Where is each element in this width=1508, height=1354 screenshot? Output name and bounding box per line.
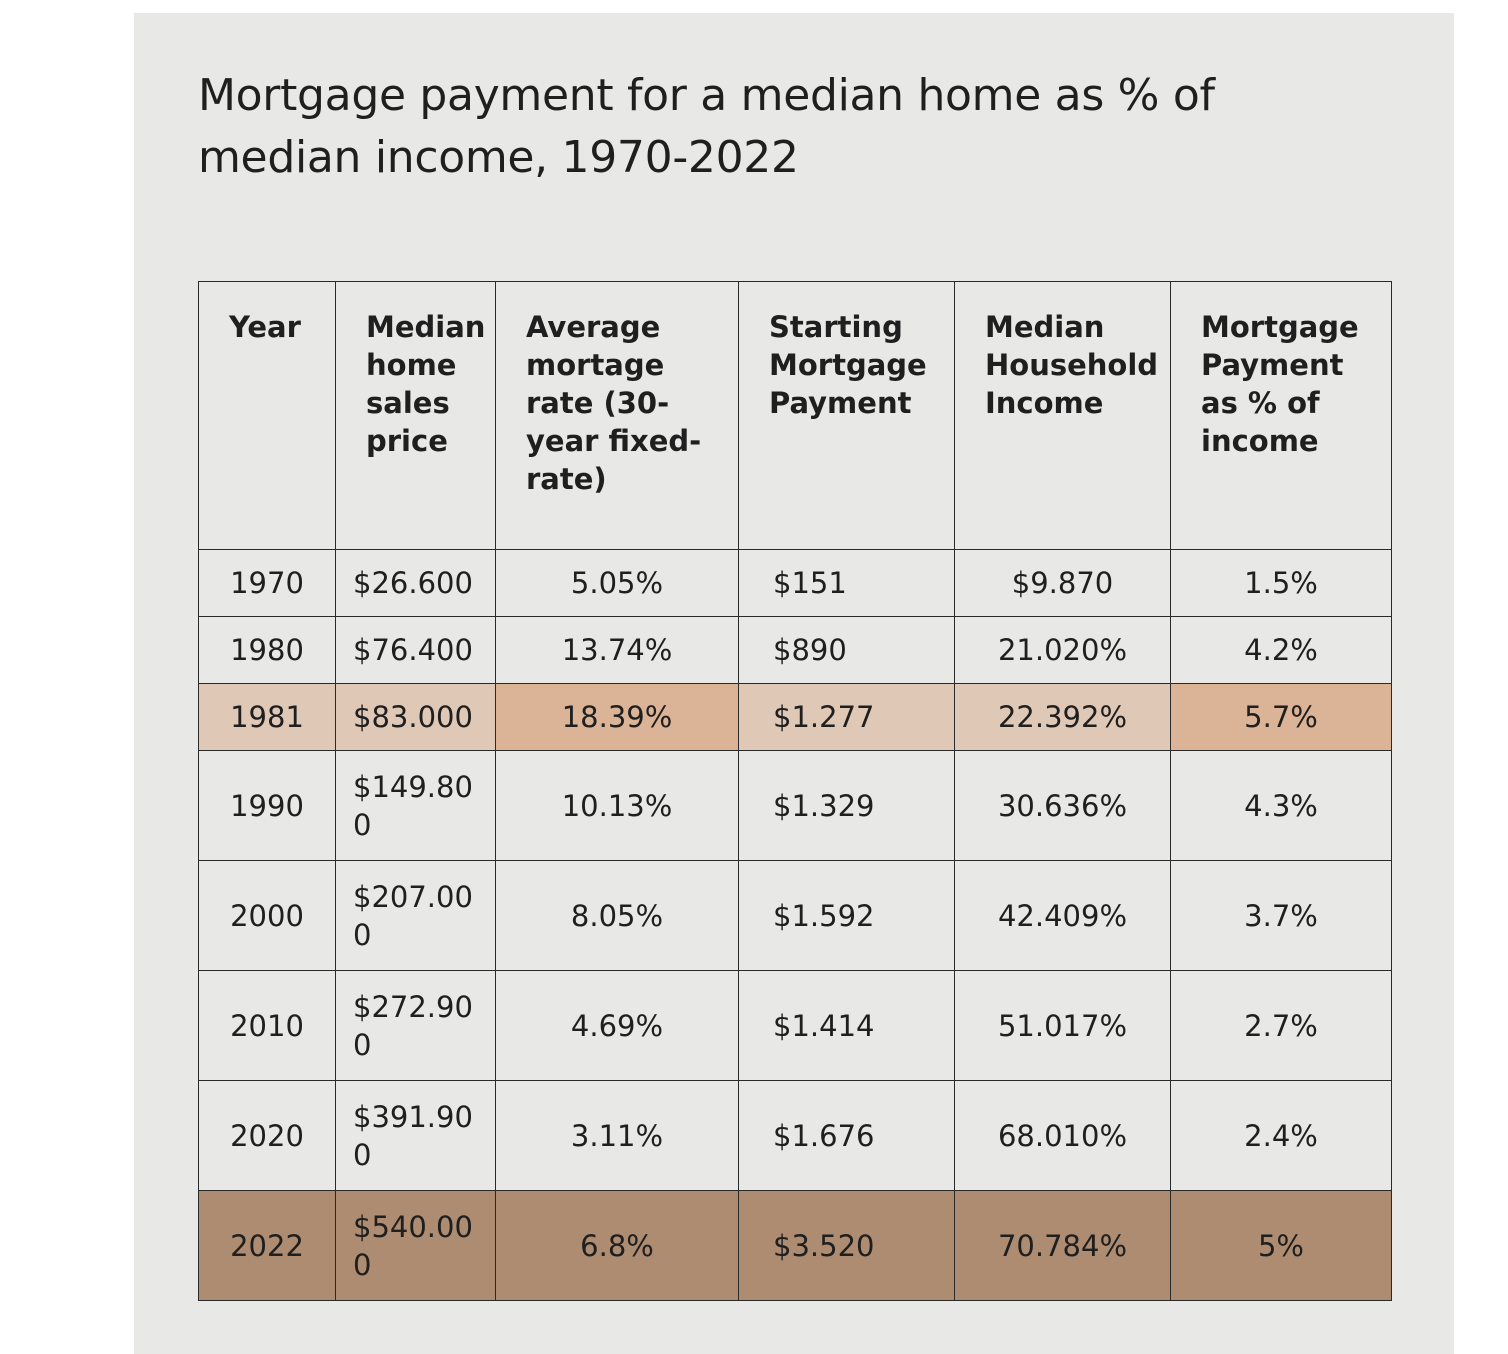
table-cell: $151 xyxy=(738,549,955,617)
table-cell: $272.900 xyxy=(335,970,496,1081)
table-row: 1981 $83.000 18.39% $1.277 22.392% 5.7% xyxy=(198,683,1392,751)
table-row: 2000 $207.000 8.05% $1.592 42.409% 3.7% xyxy=(198,860,1392,971)
table-cell: $391.900 xyxy=(335,1080,496,1191)
table-cell: 2.7% xyxy=(1170,970,1392,1081)
table-cell: $890 xyxy=(738,616,955,684)
table-cell: $207.000 xyxy=(335,860,496,971)
table-cell: 1981 xyxy=(198,683,336,751)
table-row: 2020 $391.900 3.11% $1.676 68.010% 2.4% xyxy=(198,1080,1392,1191)
table-cell: 2022 xyxy=(198,1190,336,1301)
table-cell: $9.870 xyxy=(954,549,1171,617)
table-cell: 4.69% xyxy=(495,970,739,1081)
table-cell: 21.020% xyxy=(954,616,1171,684)
table-cell: 2010 xyxy=(198,970,336,1081)
table-cell: 13.74% xyxy=(495,616,739,684)
chart-title: Mortgage payment for a median home as % … xyxy=(198,70,1215,183)
table-cell: 1970 xyxy=(198,549,336,617)
table-cell: 70.784% xyxy=(954,1190,1171,1301)
data-table: Year Median home sales price Average mor… xyxy=(198,281,1392,1301)
column-header: Starting Mortgage Payment xyxy=(738,281,955,550)
table-cell: 4.3% xyxy=(1170,750,1392,861)
column-header: Median Household Income xyxy=(954,281,1171,550)
table-cell: 68.010% xyxy=(954,1080,1171,1191)
column-header: Year xyxy=(198,281,336,550)
table-cell: 51.017% xyxy=(954,970,1171,1081)
table-cell: 1980 xyxy=(198,616,336,684)
column-header: Mortgage Payment as % of income xyxy=(1170,281,1392,550)
table-cell: $1.676 xyxy=(738,1080,955,1191)
table-row: 1990 $149.800 10.13% $1.329 30.636% 4.3% xyxy=(198,750,1392,861)
table-cell: $1.329 xyxy=(738,750,955,861)
table-cell: 10.13% xyxy=(495,750,739,861)
table-cell: $76.400 xyxy=(335,616,496,684)
table-cell: 3.7% xyxy=(1170,860,1392,971)
table-cell: 2020 xyxy=(198,1080,336,1191)
table-cell: 1.5% xyxy=(1170,549,1392,617)
table-body: 1970 $26.600 5.05% $151 $9.870 1.5% 1980 $76.40… xyxy=(198,549,1392,1301)
table-cell: 8.05% xyxy=(495,860,739,971)
table-row: 2022 $540.000 6.8% $3.520 70.784% 5% xyxy=(198,1190,1392,1301)
table-cell: 42.409% xyxy=(954,860,1171,971)
table-cell: $83.000 xyxy=(335,683,496,751)
header-row: Year Median home sales price Average mor… xyxy=(198,281,1392,550)
column-header: Median home sales price xyxy=(335,281,496,550)
table-cell: $3.520 xyxy=(738,1190,955,1301)
table-cell: $26.600 xyxy=(335,549,496,617)
table-cell: 18.39% xyxy=(495,683,739,751)
table-cell: $149.800 xyxy=(335,750,496,861)
table-cell: 5.05% xyxy=(495,549,739,617)
table-cell: $1.592 xyxy=(738,860,955,971)
table-cell: 2000 xyxy=(198,860,336,971)
table-cell: 3.11% xyxy=(495,1080,739,1191)
table-cell: 4.2% xyxy=(1170,616,1392,684)
table-cell: 5% xyxy=(1170,1190,1392,1301)
table-row: 1970 $26.600 5.05% $151 $9.870 1.5% xyxy=(198,549,1392,617)
table-row: 2010 $272.900 4.69% $1.414 51.017% 2.7% xyxy=(198,970,1392,1081)
table-cell: $1.277 xyxy=(738,683,955,751)
table-cell: 22.392% xyxy=(954,683,1171,751)
table-cell: 6.8% xyxy=(495,1190,739,1301)
table-cell: 30.636% xyxy=(954,750,1171,861)
table-cell: 5.7% xyxy=(1170,683,1392,751)
column-header: Average mortage rate (30-year fixed-rate… xyxy=(495,281,739,550)
table-cell: $540.000 xyxy=(335,1190,496,1301)
table-cell: 2.4% xyxy=(1170,1080,1392,1191)
table-row: 1980 $76.400 13.74% $890 21.020% 4.2% xyxy=(198,616,1392,684)
chart-panel: Mortgage payment for a median home as % … xyxy=(134,13,1454,1354)
table-cell: 1990 xyxy=(198,750,336,861)
table-cell: $1.414 xyxy=(738,970,955,1081)
